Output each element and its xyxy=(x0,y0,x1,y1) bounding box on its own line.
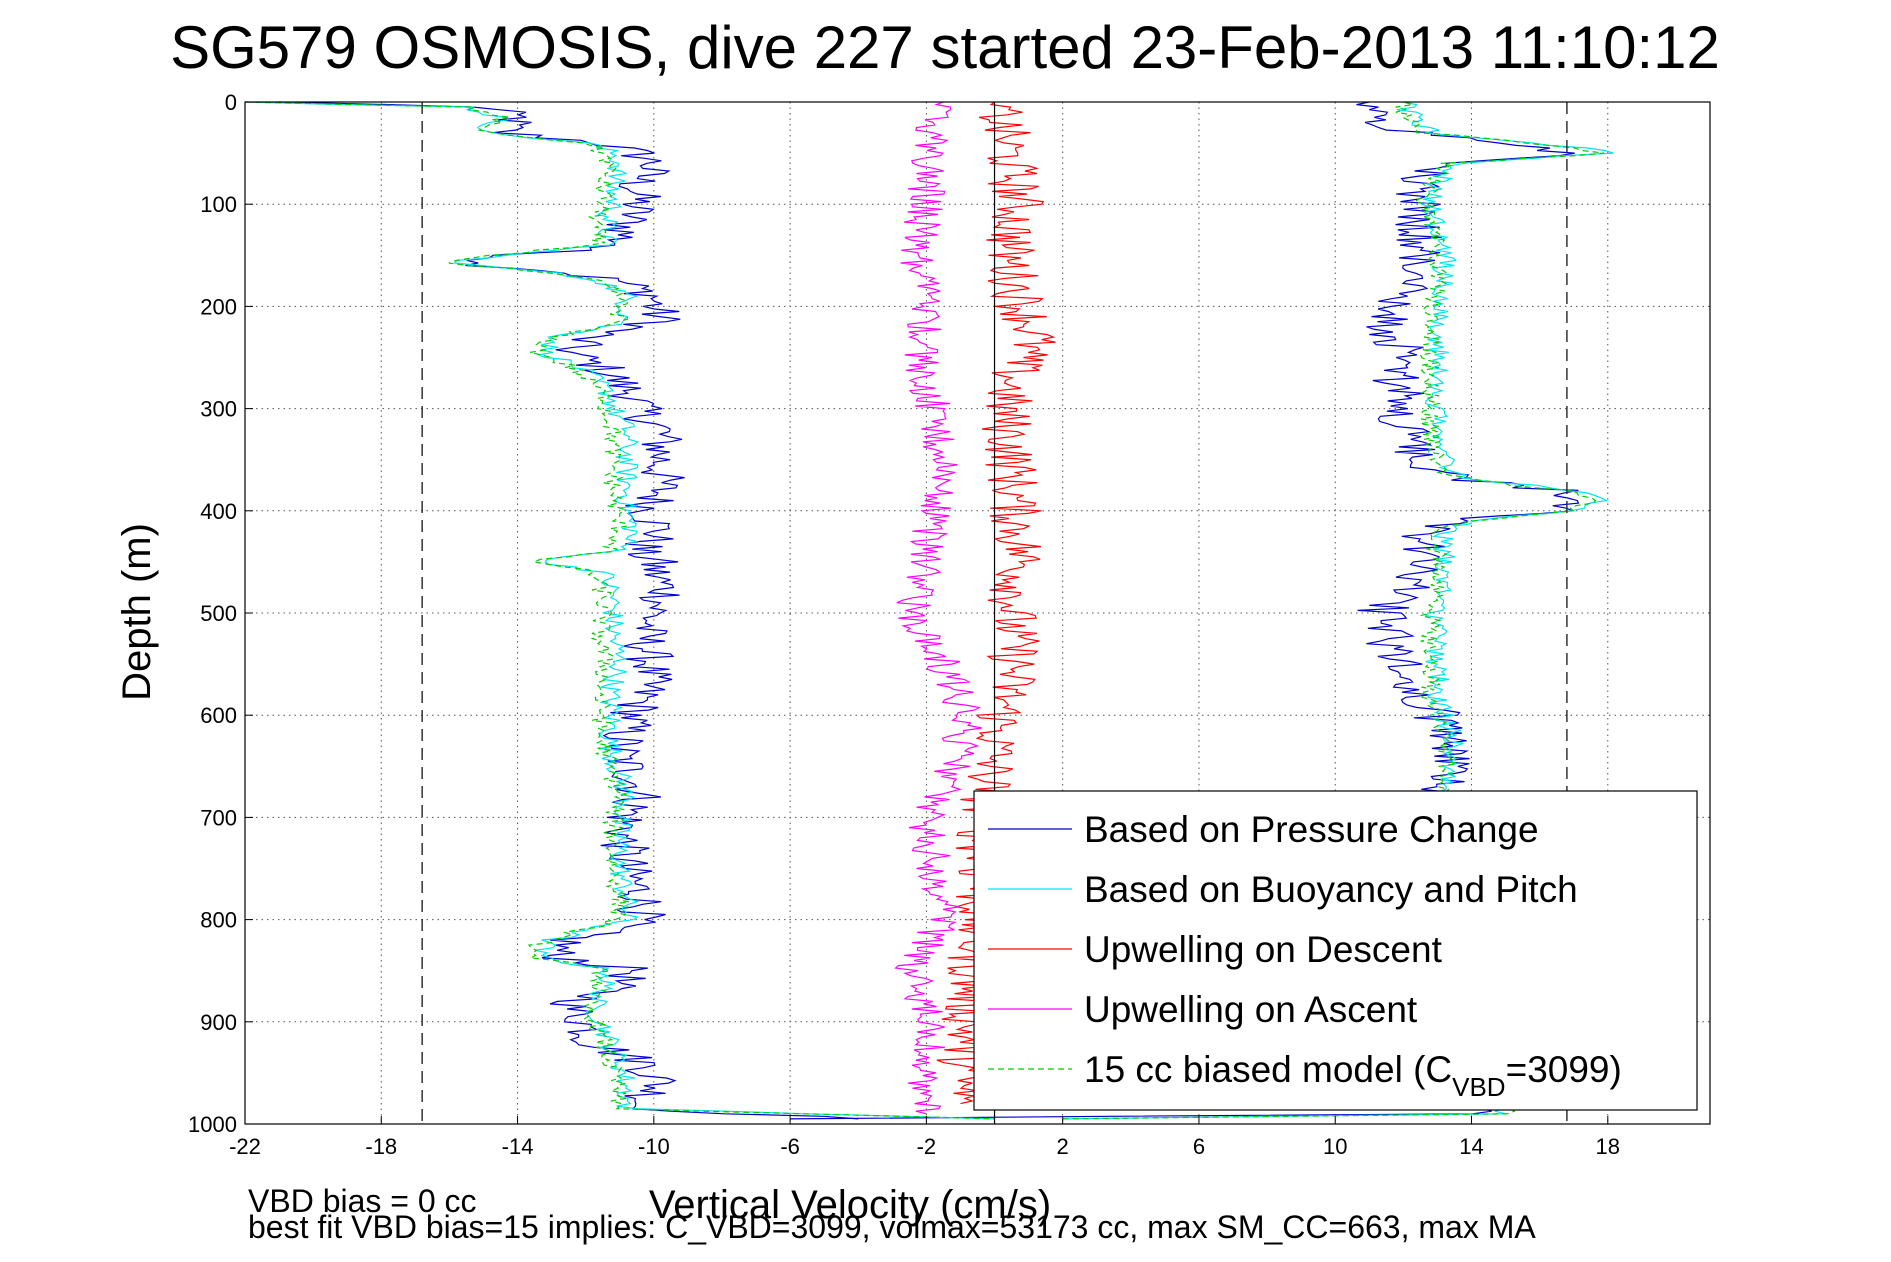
legend-box xyxy=(973,790,1698,1111)
chart-title: SG579 OSMOSIS, dive 227 started 23-Feb-2… xyxy=(170,14,1720,81)
series-line-15-cc-biased-model-cvbd-3099-descent xyxy=(244,101,995,1120)
x-tick-label: -6 xyxy=(780,1134,800,1159)
series-line-based-on-pressure-change-descent xyxy=(279,101,859,1120)
y-tick-label: 700 xyxy=(200,805,237,830)
y-tick-label: 600 xyxy=(200,703,237,728)
x-tick-label: -2 xyxy=(917,1134,937,1159)
y-tick-label: 0 xyxy=(225,90,237,115)
x-tick-label: 6 xyxy=(1193,1134,1205,1159)
series-line-based-on-buoyancy-and-pitch-descent xyxy=(244,101,995,1120)
y-tick-label: 400 xyxy=(200,499,237,524)
x-tick-label: 10 xyxy=(1323,1134,1347,1159)
series-line-upwelling-on-ascent xyxy=(894,101,982,1115)
legend-label: Based on Pressure Change xyxy=(1084,809,1539,850)
x-axis-label: Vertical Velocity (cm/s) xyxy=(649,1183,1051,1227)
y-tick-label: 500 xyxy=(200,601,237,626)
y-axis-label: Depth (m) xyxy=(115,523,159,701)
x-tick-label: 18 xyxy=(1596,1134,1620,1159)
y-tick-label: 800 xyxy=(200,908,237,933)
y-tick-label: 100 xyxy=(200,192,237,217)
axis-ticks: -22 -18 -14 -10 -6 -2 2 6 10 14 180100200300400500… xyxy=(188,90,1620,1159)
x-tick-label: -10 xyxy=(638,1134,670,1159)
x-tick-label: 14 xyxy=(1459,1134,1483,1159)
best-fit-note: best fit VBD bias=15 implies: C_VBD=3099… xyxy=(248,1209,1536,1245)
y-tick-label: 1000 xyxy=(188,1112,237,1137)
y-tick-label: 200 xyxy=(200,294,237,319)
legend: Based on Pressure Change Based on Buoyanc… xyxy=(973,790,1698,1111)
vbd-bias-note: VBD bias = 0 cc xyxy=(248,1183,477,1219)
legend-label: Based on Buoyancy and Pitch xyxy=(1084,869,1578,910)
x-tick-label: -14 xyxy=(502,1134,534,1159)
series-line-15-cc-biased-model-cvbd-3099-ascent xyxy=(1062,101,1605,1120)
legend-label: Upwelling on Descent xyxy=(1084,929,1443,970)
x-tick-label: -18 xyxy=(365,1134,397,1159)
y-tick-label: 300 xyxy=(200,397,237,422)
x-tick-label: -22 xyxy=(229,1134,261,1159)
y-tick-label: 900 xyxy=(200,1010,237,1035)
legend-label: Upwelling on Ascent xyxy=(1084,989,1418,1030)
x-tick-label: 2 xyxy=(1057,1134,1069,1159)
